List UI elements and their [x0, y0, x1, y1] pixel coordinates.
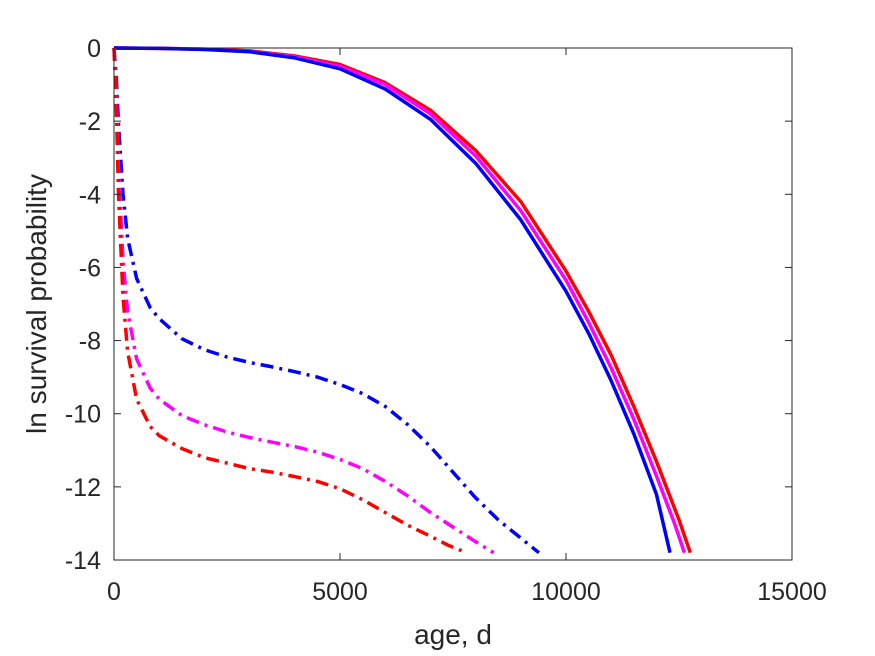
y-tick-label: 0 [87, 35, 101, 63]
series-layer [112, 46, 692, 555]
ticks-layer: 0 5000 10000 15000 0 -2 -4 -6 -8 -10 -12 -14 [65, 35, 827, 606]
x-tick-label: 5000 [312, 578, 368, 606]
y-tick-label: -12 [65, 474, 101, 502]
y-tick-label: -14 [65, 547, 101, 575]
x-tick-label: 0 [107, 578, 121, 606]
x-axis-label: age, d [414, 619, 492, 650]
y-tick-label: -6 [79, 254, 101, 282]
x-tick-label: 15000 [757, 578, 827, 606]
y-tick-label: -4 [79, 181, 101, 209]
series-line-5-dashdot [112, 47, 495, 555]
series-line-3-solid [113, 46, 672, 554]
y-tick-label: -10 [65, 401, 101, 429]
y-axis-label: ln survival probability [21, 174, 52, 434]
plot-area-frame [113, 47, 793, 561]
y-tick-label: -8 [79, 328, 101, 356]
series-line-4-dashdot [112, 47, 540, 555]
series-line-6-dashdot [112, 47, 468, 555]
x-tick-label: 10000 [531, 578, 601, 606]
y-tick-label: -2 [79, 108, 101, 136]
